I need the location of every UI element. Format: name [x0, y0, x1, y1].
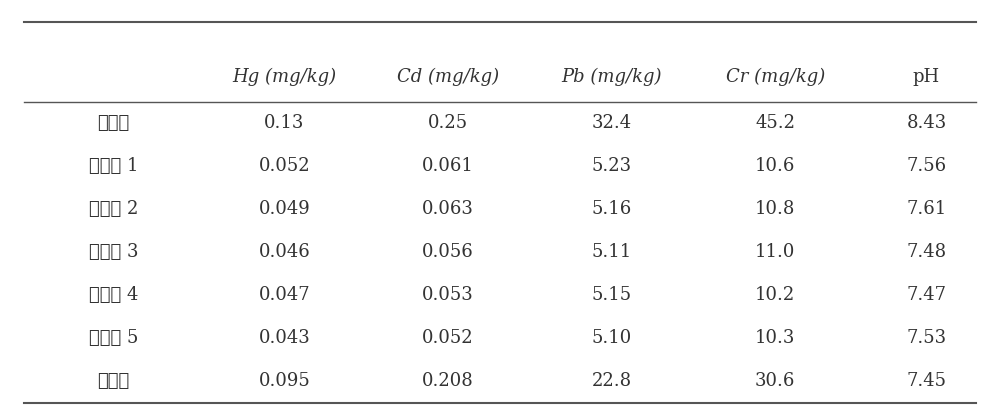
Text: 10.2: 10.2: [755, 286, 795, 304]
Text: 0.047: 0.047: [258, 286, 310, 304]
Text: 实施例 2: 实施例 2: [89, 200, 138, 218]
Text: 10.8: 10.8: [755, 200, 795, 218]
Text: 10.3: 10.3: [755, 329, 795, 347]
Text: 0.208: 0.208: [422, 372, 474, 390]
Text: 10.6: 10.6: [755, 157, 795, 175]
Text: 实施例 3: 实施例 3: [89, 243, 138, 261]
Text: 0.095: 0.095: [258, 372, 310, 390]
Text: Cr (mg/kg): Cr (mg/kg): [726, 68, 825, 86]
Text: 45.2: 45.2: [755, 114, 795, 132]
Text: 初始值: 初始值: [97, 114, 129, 132]
Text: 7.47: 7.47: [906, 286, 946, 304]
Text: 5.11: 5.11: [591, 243, 632, 261]
Text: 0.053: 0.053: [422, 286, 474, 304]
Text: 实施例 4: 实施例 4: [89, 286, 138, 304]
Text: 0.046: 0.046: [258, 243, 310, 261]
Text: 7.61: 7.61: [906, 200, 947, 218]
Text: 7.45: 7.45: [906, 372, 946, 390]
Text: 实施例 5: 实施例 5: [89, 329, 138, 347]
Text: 0.052: 0.052: [258, 157, 310, 175]
Text: Cd (mg/kg): Cd (mg/kg): [397, 68, 499, 86]
Text: 0.063: 0.063: [422, 200, 474, 218]
Text: 实施例 1: 实施例 1: [89, 157, 138, 175]
Text: 5.10: 5.10: [591, 329, 632, 347]
Text: Hg (mg/kg): Hg (mg/kg): [232, 68, 336, 86]
Text: 5.23: 5.23: [592, 157, 632, 175]
Text: 0.049: 0.049: [258, 200, 310, 218]
Text: 0.056: 0.056: [422, 243, 474, 261]
Text: 对比例: 对比例: [97, 372, 129, 390]
Text: 0.043: 0.043: [258, 329, 310, 347]
Text: 5.16: 5.16: [591, 200, 632, 218]
Text: 0.13: 0.13: [264, 114, 304, 132]
Text: 8.43: 8.43: [906, 114, 947, 132]
Text: 0.052: 0.052: [422, 329, 474, 347]
Text: 7.56: 7.56: [906, 157, 946, 175]
Text: 22.8: 22.8: [592, 372, 632, 390]
Text: 5.15: 5.15: [592, 286, 632, 304]
Text: 32.4: 32.4: [592, 114, 632, 132]
Text: 0.061: 0.061: [422, 157, 474, 175]
Text: 30.6: 30.6: [755, 372, 795, 390]
Text: pH: pH: [913, 68, 940, 86]
Text: 11.0: 11.0: [755, 243, 795, 261]
Text: 7.48: 7.48: [906, 243, 946, 261]
Text: Pb (mg/kg): Pb (mg/kg): [561, 68, 662, 86]
Text: 7.53: 7.53: [906, 329, 946, 347]
Text: 0.25: 0.25: [428, 114, 468, 132]
